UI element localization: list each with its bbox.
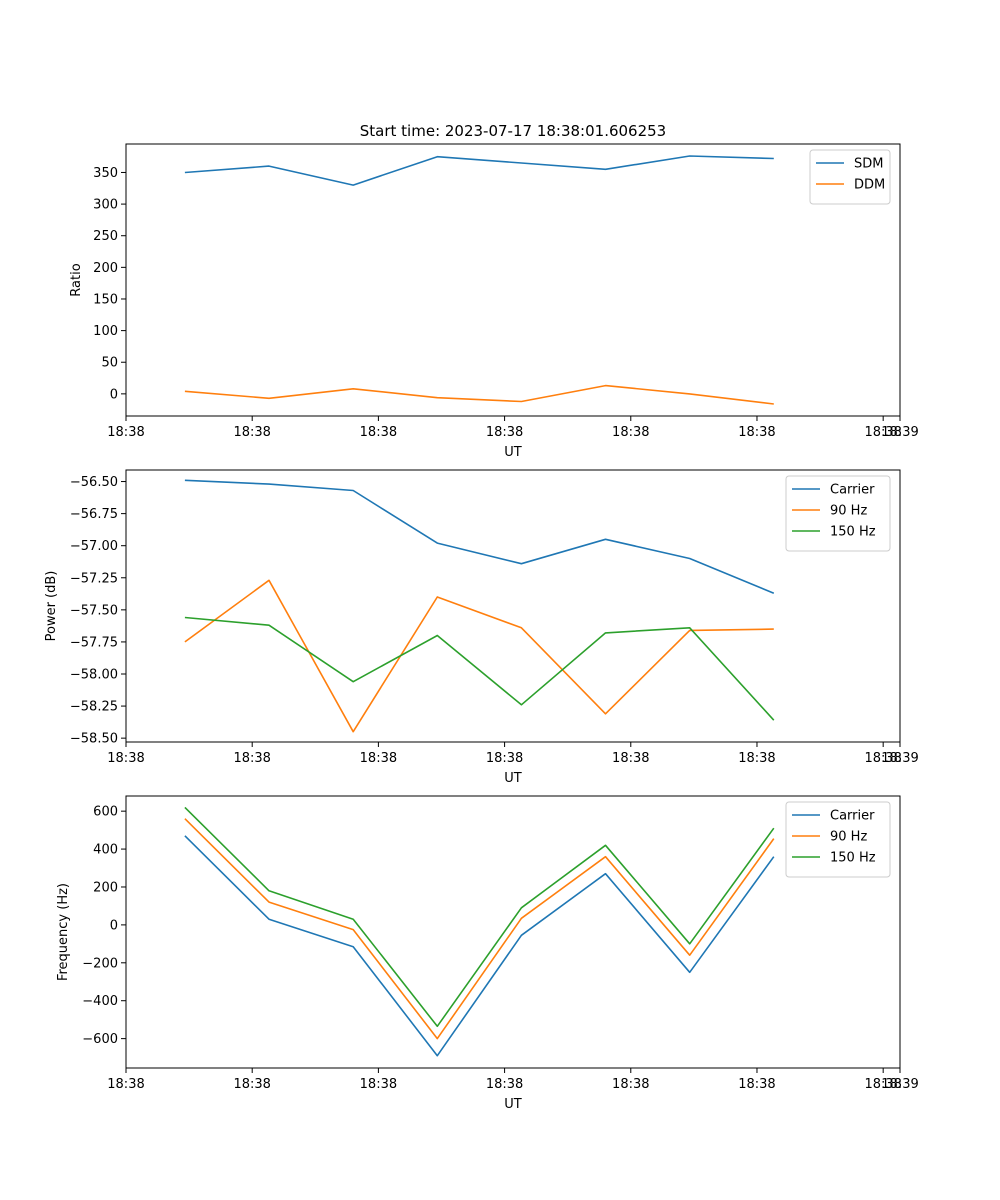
- y-tick-label: 150: [93, 292, 118, 307]
- series-line-sdm: [184, 155, 774, 186]
- legend-label: 90 Hz: [830, 830, 867, 845]
- x-axis-label: UT: [504, 771, 522, 786]
- legend-label: 150 Hz: [830, 525, 876, 540]
- y-axis-label: Power (dB): [44, 571, 59, 642]
- axes-2: 18:38 18:38 18:38 18:38 18:38 18:38 18:3818:39…: [44, 469, 919, 786]
- series-line-carrier: [184, 479, 775, 594]
- y-tick-label: 0: [110, 387, 118, 402]
- y-tick-label: 600: [93, 805, 118, 820]
- legend-label: Carrier: [830, 809, 875, 824]
- x-tick-label: 18:38: [864, 425, 901, 440]
- series-line-150-hz: [184, 616, 775, 721]
- figure-title: Start time: 2023-07-17 18:38:01.606253: [360, 122, 666, 140]
- y-tick-label: −57.50: [70, 603, 118, 618]
- y-tick-label: −58.50: [70, 732, 118, 747]
- x-tick-label: 18:38: [360, 425, 397, 440]
- legend-label: DDM: [854, 178, 885, 193]
- legend-box: [785, 801, 891, 878]
- y-axis-label: Ratio: [69, 263, 84, 296]
- legend-label: SDM: [854, 157, 883, 172]
- y-tick-label: −57.75: [70, 635, 118, 650]
- y-tick-label: −400: [82, 994, 118, 1009]
- x-tick-label: 18:38: [360, 1077, 397, 1092]
- x-tick-label: 18:38: [107, 1077, 144, 1092]
- y-tick-label: 200: [93, 261, 118, 276]
- x-tick-label: 18:39: [881, 751, 918, 766]
- x-tick-label: 18:38: [107, 425, 144, 440]
- series-line-ddm: [184, 384, 774, 405]
- axes-frame: [125, 469, 901, 743]
- y-tick-label: 250: [93, 229, 118, 244]
- series-line-90-hz: [184, 818, 775, 1040]
- legend: Carrier 90 Hz 150 Hz: [785, 801, 891, 878]
- x-tick-label: 18:38: [360, 751, 397, 766]
- legend-box: [785, 475, 891, 552]
- x-axis-label: UT: [504, 445, 522, 460]
- y-axis-label: Frequency (Hz): [56, 883, 71, 981]
- legend-label: Carrier: [830, 483, 875, 498]
- series-line-150-hz: [184, 806, 775, 1028]
- y-tick-label: −57.25: [70, 571, 118, 586]
- y-tick-label: 350: [93, 166, 118, 181]
- x-tick-label: 18:38: [233, 751, 270, 766]
- legend: Carrier 90 Hz 150 Hz: [785, 475, 891, 552]
- y-tick-label: −56.50: [70, 475, 118, 490]
- x-tick-label: 18:38: [233, 1077, 270, 1092]
- x-tick-label: 18:38: [612, 1077, 649, 1092]
- axes-frame: [125, 795, 901, 1069]
- series-line-carrier: [184, 835, 775, 1057]
- x-tick-label: 18:39: [881, 425, 918, 440]
- x-tick-label: 18:38: [233, 425, 270, 440]
- legend-label: 150 Hz: [830, 851, 876, 866]
- y-tick-label: 300: [93, 198, 118, 213]
- x-tick-label: 18:38: [612, 425, 649, 440]
- x-tick-label: 18:38: [486, 751, 523, 766]
- x-tick-label: 18:38: [864, 1077, 901, 1092]
- y-tick-label: −200: [82, 956, 118, 971]
- y-tick-label: −57.00: [70, 539, 118, 554]
- x-tick-label: 18:38: [738, 751, 775, 766]
- y-tick-label: −58.00: [70, 668, 118, 683]
- x-tick-label: 18:38: [738, 1077, 775, 1092]
- x-tick-label: 18:38: [738, 425, 775, 440]
- x-tick-label: 18:38: [612, 751, 649, 766]
- x-tick-label: 18:38: [486, 1077, 523, 1092]
- legend-label: 90 Hz: [830, 504, 867, 519]
- y-tick-label: −56.75: [70, 507, 118, 522]
- x-tick-label: 18:39: [881, 1077, 918, 1092]
- axes-3: 18:38 18:38 18:38 18:38 18:38 18:38 18:3818:39…: [56, 795, 919, 1112]
- series-line-90-hz: [184, 579, 774, 733]
- y-tick-label: 200: [93, 880, 118, 895]
- y-tick-label: 400: [93, 843, 118, 858]
- y-tick-label: 100: [93, 324, 118, 339]
- x-tick-label: 18:38: [864, 751, 901, 766]
- axes-frame: [125, 143, 901, 417]
- y-tick-label: −58.25: [70, 700, 118, 715]
- y-tick-label: 50: [101, 356, 118, 371]
- x-tick-label: 18:38: [107, 751, 144, 766]
- legend: SDM DDM: [809, 149, 891, 205]
- y-tick-label: −600: [82, 1032, 118, 1047]
- x-axis-label: UT: [504, 1097, 522, 1112]
- y-tick-label: 0: [110, 918, 118, 933]
- axes-1: 18:38 18:38 18:38 18:38 18:38 18:38 18:3818:39…: [69, 143, 919, 460]
- x-tick-label: 18:38: [486, 425, 523, 440]
